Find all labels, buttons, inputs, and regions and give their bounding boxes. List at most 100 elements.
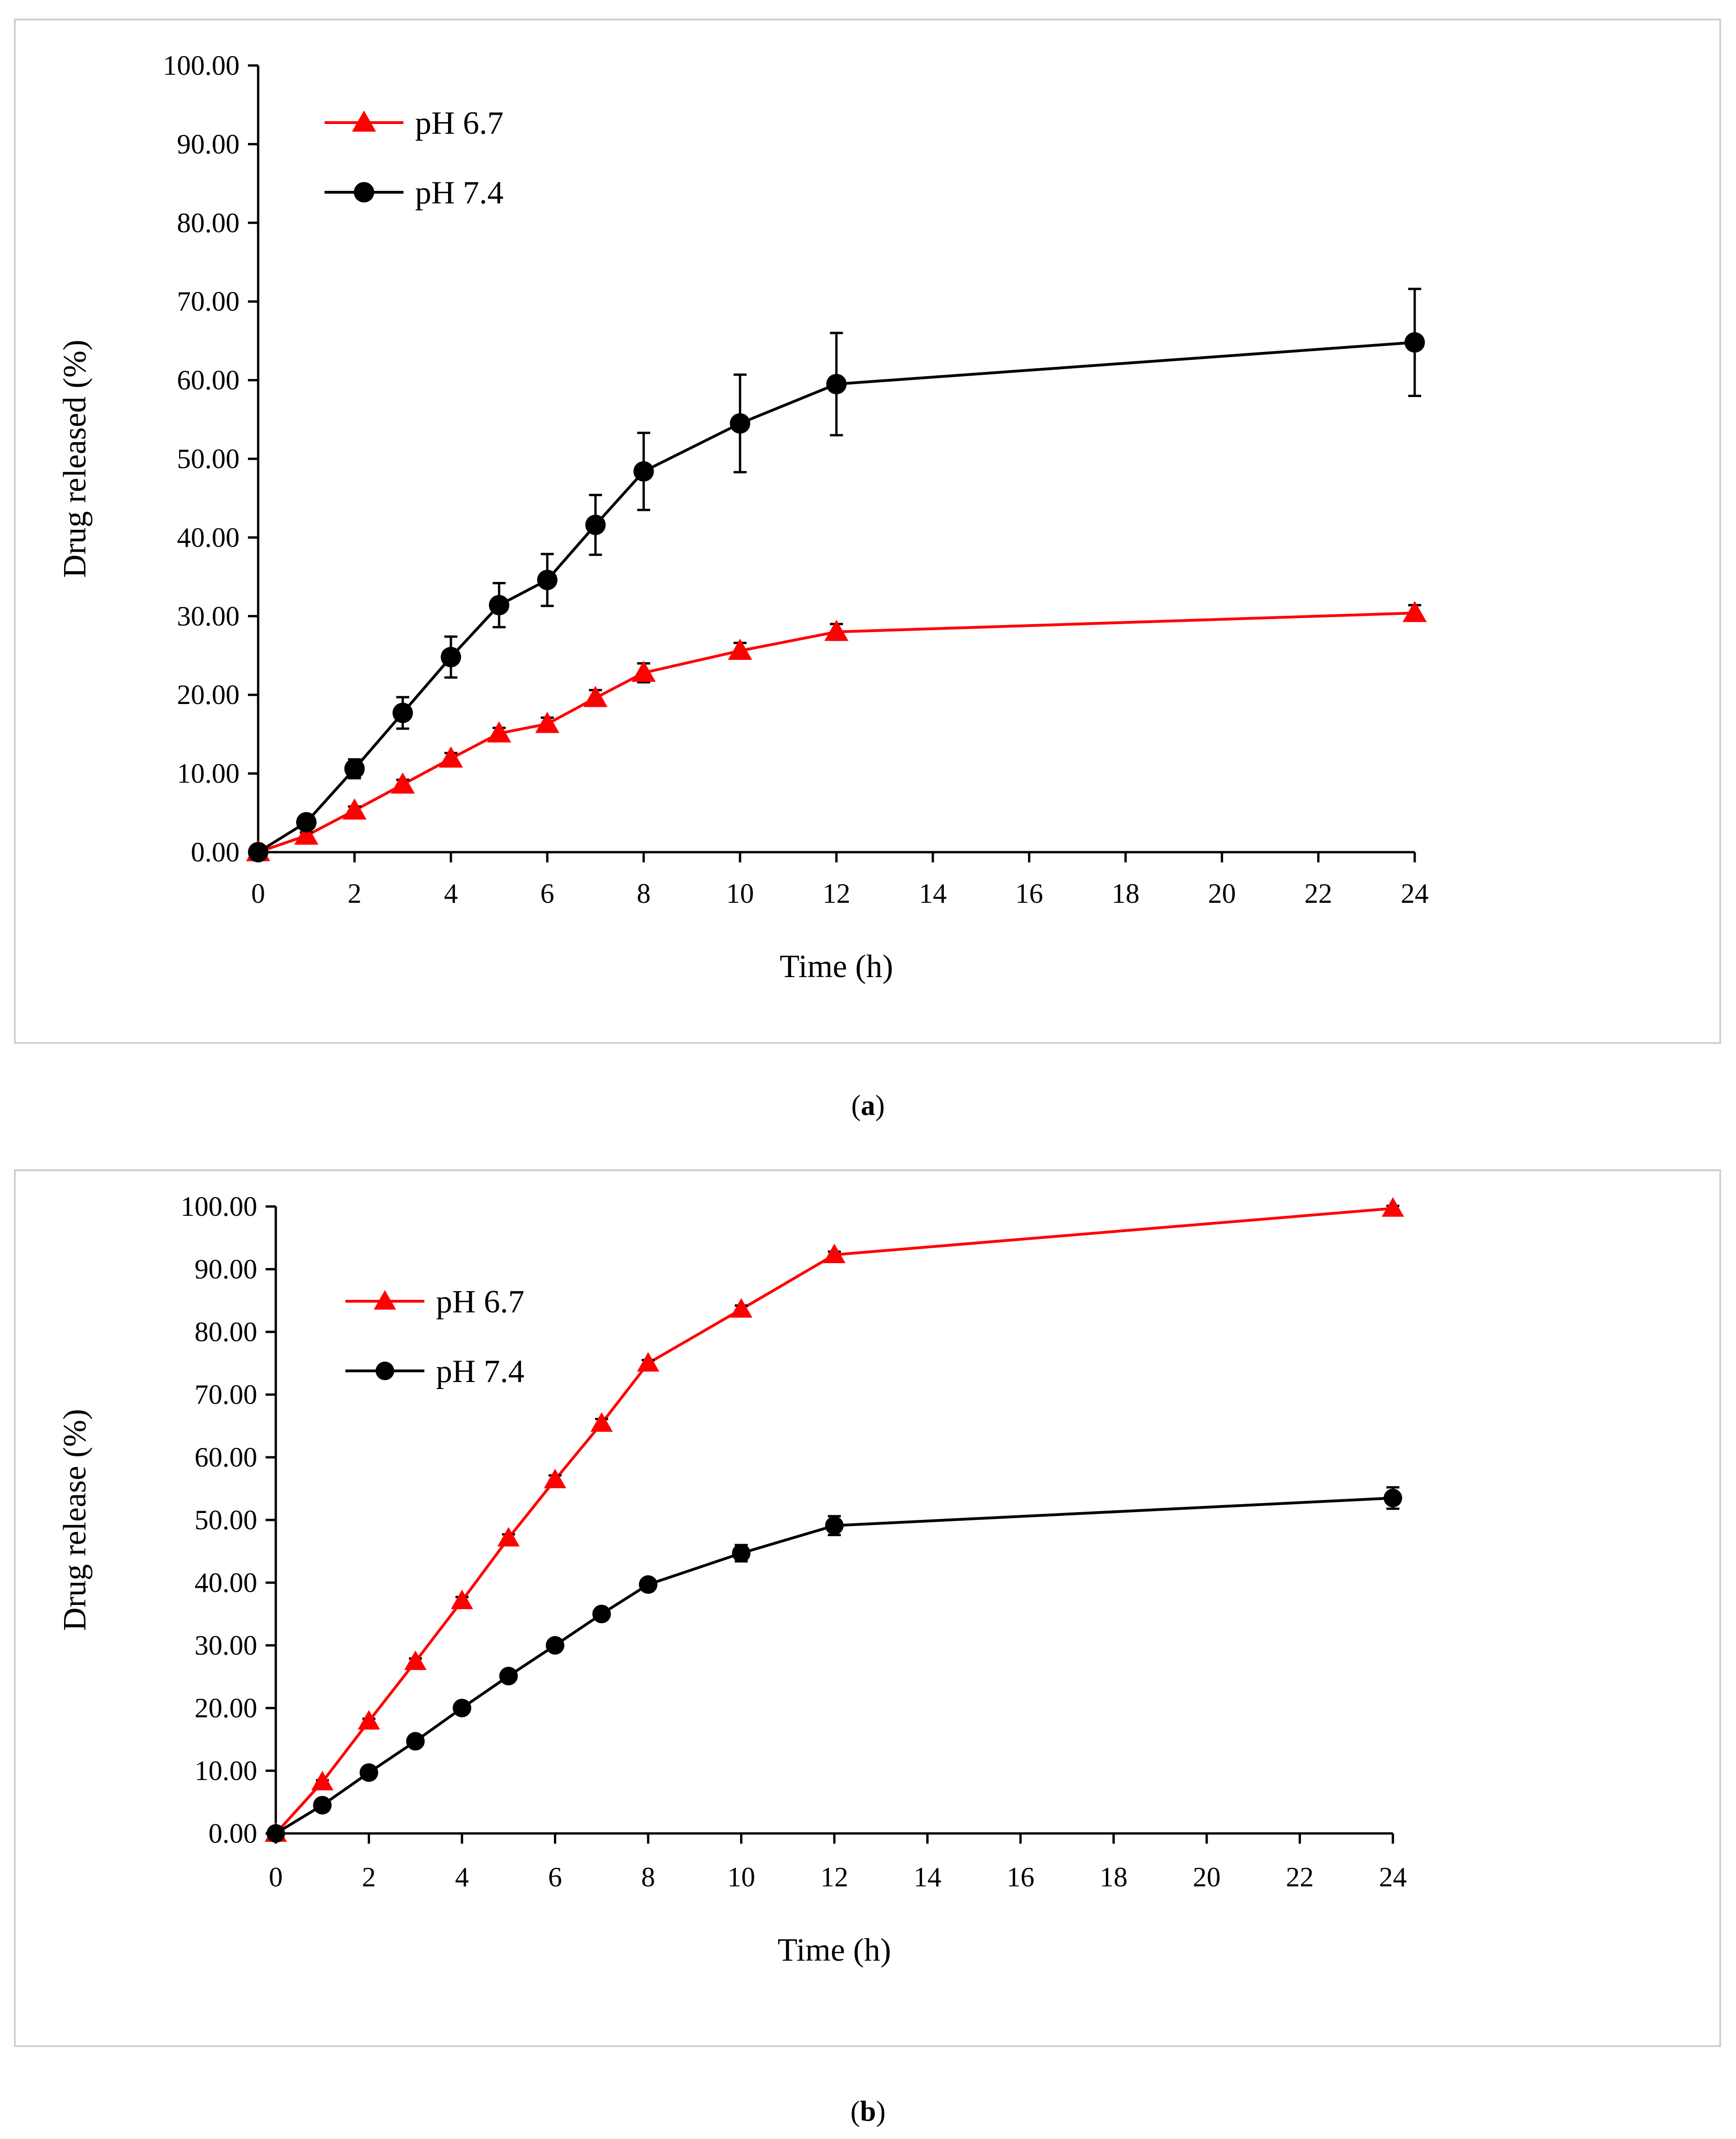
caption-a: (a) [851,1090,885,1122]
data-point [248,842,268,862]
y-tick-label: 60.00 [177,365,240,396]
x-tick-label: 2 [362,1862,376,1892]
x-tick-label: 2 [348,878,362,909]
y-tick-label: 60.00 [195,1442,257,1473]
x-tick-label: 16 [1015,878,1043,909]
x-tick-label: 24 [1401,878,1429,909]
y-axis-label: Drug released (%) [57,339,93,578]
legend-entry-1: pH 7.4 [325,175,504,211]
y-tick-label: 0.00 [191,837,240,867]
data-point [453,1699,471,1717]
data-point [497,1527,520,1547]
data-point [294,823,319,845]
data-point [390,772,415,794]
x-tick-label: 10 [728,1862,755,1892]
series-line [275,1496,1393,1835]
data-point [546,1636,565,1655]
data-point [344,758,365,779]
y-tick-label: 0.00 [208,1818,257,1849]
data-point [404,1650,427,1670]
legend-label: pH 6.7 [436,1284,525,1320]
data-point [583,685,608,707]
y-tick-label: 90.00 [177,129,240,159]
y-tick-label: 100.00 [163,50,240,81]
y-tick-label: 90.00 [195,1254,257,1285]
y-tick-label: 30.00 [177,601,240,632]
series-ph-7-4 [267,1486,1402,1843]
data-point [406,1732,425,1751]
data-point [1384,1488,1402,1507]
y-tick-label: 50.00 [195,1505,257,1535]
x-tick-label: 0 [251,878,265,909]
chart-panel-a: 0.00 10.00 20.00 30.00 40.00 50.00 60.00 70.00 8… [14,19,1721,1044]
x-tick-label: 24 [1379,1862,1407,1892]
series-ph-6-7 [246,601,1427,861]
chart-b-svg: 0.00 10.00 20.00 30.00 40.00 50.00 60.00 70.00 8… [57,1191,1407,1968]
data-point [342,798,367,820]
y-tick-label: 80.00 [195,1317,257,1347]
legend-entry-0: pH 6.7 [325,105,504,141]
x-tick-label: 18 [1100,1862,1128,1892]
x-tick-label: 22 [1286,1862,1314,1892]
x-tick-label: 6 [540,878,554,909]
data-point [544,1468,566,1488]
data-point [358,1710,380,1730]
y-tick-label: 50.00 [177,443,240,474]
caption-b: (b) [850,2096,886,2127]
data-point [592,1604,611,1624]
data-point [826,374,847,395]
x-tick-label: 8 [641,1862,655,1892]
x-tick-label: 4 [444,878,458,909]
x-tick-label: 14 [914,1862,942,1892]
data-point [1404,332,1425,353]
data-point [1403,601,1427,622]
data-point [392,703,413,724]
y-tick-label: 80.00 [177,208,240,238]
x-tick-label: 20 [1193,1862,1221,1892]
x-axis-label: Time (h) [778,1932,891,1968]
data-point [585,515,606,535]
legend-marker [354,182,374,202]
y-tick-label: 70.00 [195,1379,257,1410]
data-point [732,1544,751,1563]
data-point [1382,1197,1404,1217]
y-tick-label: 10.00 [195,1755,257,1786]
data-point [311,1771,334,1791]
x-tick-label: 12 [823,878,851,909]
x-tick-label: 4 [455,1862,469,1892]
data-point [633,461,654,482]
chart-panel-b: 0.00 10.00 20.00 30.00 40.00 50.00 60.00 70.00 8… [14,1169,1721,2047]
data-point [728,639,752,660]
data-point [631,660,656,682]
y-tick-label: 70.00 [177,286,240,317]
legend-marker [352,111,376,132]
legend-label: pH 6.7 [415,105,504,141]
y-axis-label: Drug release (%) [57,1409,93,1631]
series-line [274,1207,1393,1835]
x-tick-label: 12 [820,1862,848,1892]
data-point [313,1796,332,1815]
y-tick-label: 40.00 [177,522,240,553]
x-tick-label: 16 [1007,1862,1034,1892]
data-point [296,812,317,833]
x-tick-label: 18 [1112,878,1139,909]
data-point [730,1298,753,1318]
legend-marker [376,1362,394,1380]
legend-marker [374,1290,396,1310]
data-point [451,1590,473,1610]
series-ph-7-4 [248,287,1425,862]
legend-label: pH 7.4 [436,1354,525,1389]
data-point [535,711,559,733]
data-point [487,721,511,743]
data-point [488,595,509,616]
x-tick-label: 10 [726,878,754,909]
series-line [258,612,1415,854]
x-tick-label: 22 [1304,878,1332,909]
data-point [359,1763,378,1782]
series-line [257,341,1415,854]
y-tick-label: 100.00 [181,1191,257,1222]
data-point [825,1516,844,1535]
y-tick-label: 10.00 [177,758,240,789]
x-tick-label: 6 [548,1862,562,1892]
data-point [537,569,558,590]
